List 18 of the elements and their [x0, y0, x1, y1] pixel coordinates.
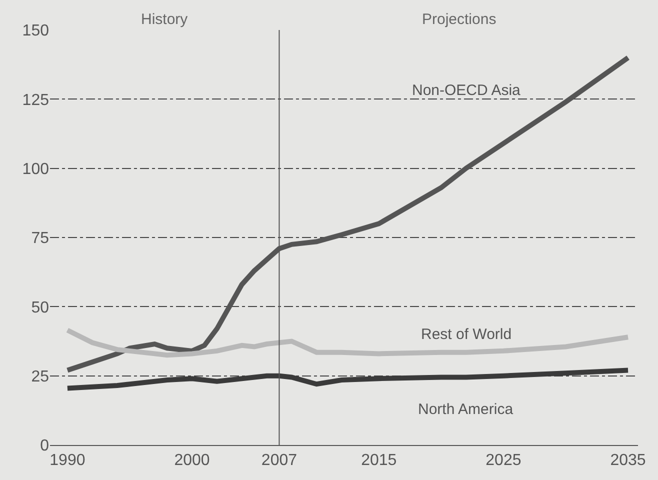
series-label: Non-OECD Asia	[412, 82, 522, 99]
y-tick-label: 50	[31, 299, 50, 316]
text: History	[141, 11, 188, 28]
y-tick-label: 100	[22, 160, 50, 178]
y-tick-label: 0	[40, 438, 50, 455]
series-label: Rest of World	[421, 326, 512, 343]
x-tick-label: 2025	[486, 452, 522, 470]
x-tick-label: 2000	[174, 452, 210, 470]
x-tick-label: 2035	[610, 452, 646, 470]
x-tick-label: 2015	[361, 452, 397, 470]
y-tick-label: 75	[31, 230, 50, 248]
y-tick-label: 150	[22, 22, 50, 40]
y-tick-label: 125	[22, 92, 50, 109]
y-tick-label: 25	[31, 368, 50, 386]
text: Projections	[422, 11, 496, 28]
x-tick-label: 2007	[261, 452, 298, 470]
x-tick-label: 1990	[50, 452, 86, 470]
series-label: North America	[418, 401, 514, 418]
